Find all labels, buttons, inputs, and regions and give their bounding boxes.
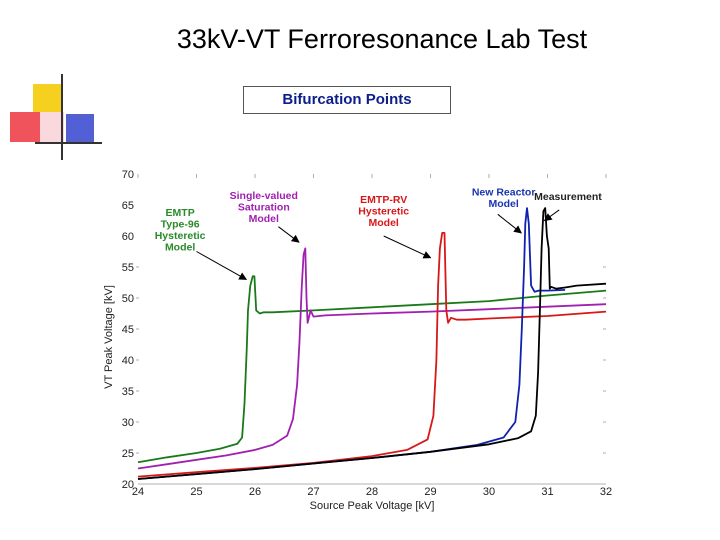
y-tick-label: 35: [122, 386, 134, 398]
chart-subtitle: Bifurcation Points: [243, 86, 451, 114]
y-tick-label: 50: [122, 293, 134, 305]
tick-labels: 24 25 26 27 28 29 30 31 32 20 25 30 35 40 45 50 55 60 65 70: [122, 169, 612, 498]
x-tick-label: 29: [424, 486, 436, 498]
x-tick-label: 31: [541, 486, 553, 498]
x-tick-label: 30: [483, 486, 495, 498]
x-tick-label: 27: [307, 486, 319, 498]
annotation-label-newreactor: New Reactor: [472, 187, 536, 199]
annotation-label-emtp96: Hysteretic: [155, 230, 206, 242]
series-line-3: [137, 207, 566, 480]
annotation-label-emtprv: EMTP-RV: [360, 194, 407, 206]
y-tick-label: 40: [122, 355, 134, 367]
series-line-1: [137, 247, 607, 470]
annotation-arrow-emtprv: [383, 235, 432, 259]
annotation-label-newreactor: Model: [488, 198, 518, 210]
x-axis-label: Source Peak Voltage [kV]: [310, 500, 435, 512]
y-tick-label: 55: [122, 262, 134, 274]
slide-title: 33kV-VT Ferroresonance Lab Test: [176, 24, 588, 54]
x-tick-label: 25: [190, 486, 202, 498]
annotation-label-emtp96: Type-96: [161, 219, 200, 231]
y-tick-label: 70: [122, 169, 134, 181]
x-tick-label: 32: [600, 486, 612, 498]
decorative-squares: [10, 74, 102, 160]
x-tick-label: 24: [132, 486, 144, 498]
series-line-2: [137, 231, 607, 478]
x-tick-label: 28: [366, 486, 378, 498]
y-tick-label: 20: [122, 479, 134, 491]
y-tick-label: 30: [122, 417, 134, 429]
annotation-label-single: Saturation: [238, 201, 290, 213]
annotation-arrow-measure: [543, 209, 560, 222]
x-tick-label: 26: [249, 486, 261, 498]
annotation-label-emtprv: Hysteretic: [358, 206, 409, 218]
series-line-4: [137, 207, 607, 480]
y-tick-label: 65: [122, 200, 134, 212]
annotation-arrow-emtp96: [196, 251, 248, 280]
axes: [136, 174, 607, 485]
series-lines: [137, 207, 607, 480]
y-axis-label: VT Peak Voltage [kV]: [103, 285, 115, 389]
y-tick-label: 60: [122, 231, 134, 243]
annotations: EMTPType-96HystereticModelSingle-valuedS…: [155, 187, 602, 280]
annotation-label-single: Single-valued: [230, 190, 298, 202]
annotation-label-measure: Measurement: [534, 191, 602, 203]
annotation-label-single: Model: [249, 213, 279, 225]
annotation-label-emtp96: EMTP: [166, 207, 195, 219]
annotation-label-emtp96: Model: [165, 242, 195, 254]
series-line-0: [137, 275, 607, 464]
annotation-label-emtprv: Model: [369, 217, 399, 229]
y-tick-label: 45: [122, 324, 134, 336]
annotation-arrow-newreactor: [497, 213, 522, 234]
annotation-arrow-single: [278, 226, 300, 243]
y-tick-label: 25: [122, 448, 134, 460]
